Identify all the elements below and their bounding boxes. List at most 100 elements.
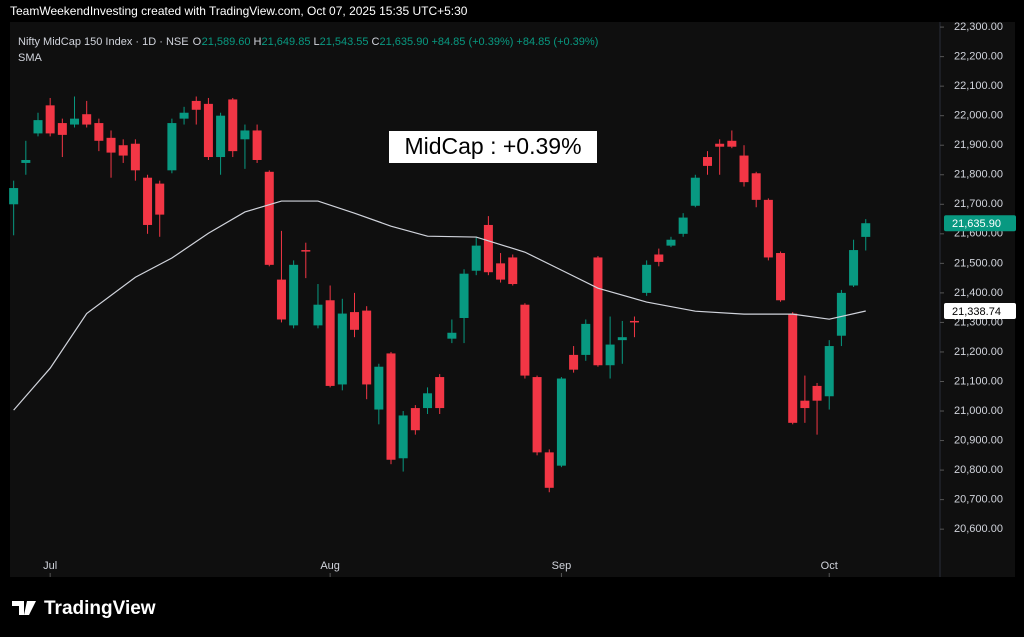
candle-body (471, 245, 481, 271)
candle-body (556, 378, 566, 466)
candle-body (447, 332, 457, 339)
candle-body (812, 385, 822, 401)
candle-body (337, 313, 347, 385)
candle-body (727, 140, 737, 147)
candle-body (167, 123, 177, 171)
y-tick-label: 20,700.00 (954, 494, 1003, 506)
annotation-box (389, 131, 597, 163)
legend-value: 21,649.85 (262, 36, 311, 48)
candle-body (532, 377, 542, 453)
candle-body (325, 300, 335, 386)
candle-body (264, 171, 274, 265)
candle-body (654, 254, 664, 262)
candle-body (313, 304, 323, 326)
candle-body (824, 346, 834, 397)
candle-body (143, 177, 153, 225)
y-tick-label: 22,100.00 (954, 80, 1003, 92)
logo-dot (26, 601, 32, 607)
candle-body (118, 145, 128, 156)
logo: TradingView (12, 598, 156, 619)
y-tick-label: 20,800.00 (954, 464, 1003, 476)
candle-body (362, 310, 372, 385)
candle-body (21, 159, 31, 163)
y-tick-label: 21,500.00 (954, 257, 1003, 269)
candle-body (130, 143, 140, 171)
y-tick-label: 22,300.00 (954, 21, 1003, 33)
y-tick-label: 22,200.00 (954, 51, 1003, 63)
candle-body (496, 263, 506, 280)
candle-body (836, 292, 846, 336)
candle-body (605, 344, 615, 366)
candle-body (715, 143, 725, 147)
candle-body (800, 400, 810, 409)
y-tick-label: 21,800.00 (954, 169, 1003, 181)
candle-body (155, 183, 165, 215)
candle-body (508, 257, 518, 285)
x-tick-label: Aug (320, 560, 340, 572)
candle-body (276, 279, 286, 320)
y-tick-label: 22,000.00 (954, 110, 1003, 122)
candle-body (228, 99, 238, 152)
candle-body (57, 123, 67, 135)
legend-change: +84.85 (+0.39%) (516, 36, 598, 48)
candle-body (776, 253, 786, 301)
candle-body (106, 137, 116, 153)
sma-line (13, 200, 866, 411)
candle-body (240, 130, 250, 140)
candle-body (301, 250, 311, 252)
candle-body (386, 353, 396, 460)
y-tick-label: 21,200.00 (954, 346, 1003, 358)
candle-body (252, 130, 262, 160)
y-tick-label: 21,000.00 (954, 405, 1003, 417)
candle-body (203, 103, 213, 158)
legend-label: H (254, 36, 262, 48)
price-tag-label: 21,635.90 (952, 218, 1001, 230)
candle-body (788, 313, 798, 423)
candle-body (9, 188, 19, 205)
candle-body (751, 173, 761, 200)
y-tick-label: 21,100.00 (954, 375, 1003, 387)
legend-value: 21,589.60 (202, 36, 251, 48)
y-tick-label: 20,900.00 (954, 434, 1003, 446)
candle-body (861, 223, 871, 237)
candle-body (690, 177, 700, 206)
price-tag (944, 302, 1016, 319)
candle-body (423, 393, 433, 409)
candle-body (349, 312, 359, 330)
header: TeamWeekendInvesting created with Tradin… (10, 4, 468, 18)
candle-body (642, 264, 652, 293)
y-tick-label: 20,600.00 (954, 523, 1003, 535)
candle-body (763, 199, 773, 258)
candle-body (374, 366, 384, 410)
candle-body (593, 257, 603, 366)
legend-value: 21,635.90 (380, 36, 429, 48)
candle-body (289, 264, 299, 326)
legend-label: C (372, 36, 380, 48)
annotation-text: MidCap : +0.39% (404, 133, 581, 159)
candle-body (435, 377, 445, 409)
candle-body (629, 320, 639, 323)
candle-body (666, 239, 676, 246)
candle-body (617, 337, 627, 341)
candle-body (569, 354, 579, 370)
plot-area (10, 22, 1015, 577)
candle-body (678, 217, 688, 234)
candle-body (581, 323, 591, 355)
y-tick-label: 21,900.00 (954, 139, 1003, 151)
symbol: Nifty MidCap 150 Index · 1D · NSE (18, 36, 189, 48)
x-tick-label: Jul (43, 560, 57, 572)
candle-body (520, 304, 530, 376)
candle-body (849, 250, 859, 286)
price-tag (944, 215, 1016, 232)
sma-legend: SMA (18, 52, 43, 64)
legend-label: L (313, 36, 319, 48)
y-tick-label: 21,700.00 (954, 198, 1003, 210)
y-tick-label: 21,300.00 (954, 316, 1003, 328)
candle-body (179, 112, 189, 119)
candle-body (94, 123, 104, 141)
candle-body (739, 155, 749, 183)
candle-body (398, 415, 408, 459)
candle-body (216, 115, 226, 158)
y-tick-label: 21,400.00 (954, 287, 1003, 299)
candle-body (33, 120, 43, 134)
